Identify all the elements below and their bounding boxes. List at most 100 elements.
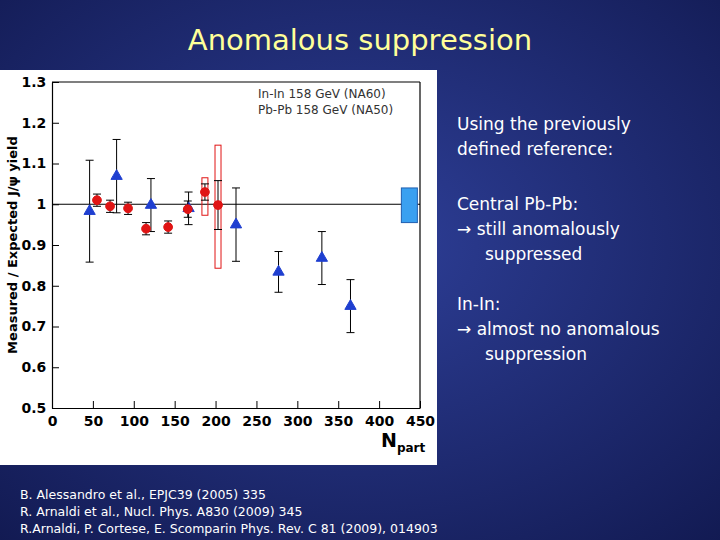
error-bar-cap (93, 194, 101, 195)
error-bar-cap (142, 234, 150, 235)
x-axis-title-main: N (381, 429, 397, 451)
tick: 250 (242, 401, 271, 429)
error-bar (93, 194, 101, 206)
error-bar (142, 223, 150, 235)
tick-mark (216, 401, 217, 408)
tick-mark (52, 164, 59, 165)
error-bar (106, 200, 114, 212)
error-bar-cap (124, 202, 132, 203)
tick-label: 350 (324, 413, 353, 429)
data-point (106, 202, 115, 211)
tick: 0.7 (21, 318, 59, 334)
error-bar-cap (113, 139, 121, 140)
y-axis-title: Measured / Expected J/ψ yield (5, 136, 20, 354)
error-bar (164, 221, 172, 233)
note-line: → almost no anomalous (457, 319, 660, 339)
error-bar-cap (214, 229, 222, 230)
note-heading: In-In: (457, 294, 500, 314)
data-point (230, 218, 241, 228)
y-axis: 0.50.60.70.80.911.11.21.3 (21, 74, 59, 416)
data-point (214, 201, 223, 210)
reference: R.Arnaldi, P. Cortese, E. Scomparin Phys… (20, 521, 438, 536)
error-bar-cap (214, 180, 222, 181)
reference: R. Arnaldi et al., Nucl. Phys. A830 (200… (20, 504, 302, 519)
axis-line (53, 408, 421, 409)
tick-label: 0 (48, 413, 58, 429)
tick-label: 0.9 (21, 237, 46, 253)
tick: 1.2 (21, 115, 59, 131)
note-line: suppression (485, 344, 587, 364)
error-bar (184, 201, 192, 217)
tick-mark (93, 401, 94, 408)
tick-label: 250 (242, 413, 271, 429)
tick: 1.1 (21, 155, 59, 171)
data-point (183, 205, 192, 214)
plot-marks (52, 139, 420, 332)
plot-frame (419, 82, 420, 408)
series-circle (93, 145, 223, 268)
tick-label: 150 (161, 413, 190, 429)
error-bar-cap (185, 192, 193, 193)
tick-mark (52, 408, 59, 409)
note-line: Using the previously (457, 114, 631, 134)
background (0, 0, 720, 540)
slide: Anomalous suppression0501001502002503003… (0, 0, 720, 540)
x-axis-title: Npart (381, 429, 426, 455)
tick-mark (379, 401, 380, 408)
tick: 350 (324, 401, 353, 429)
tick: 300 (283, 401, 312, 429)
tick: 0.6 (21, 359, 59, 375)
error-bar-cap (346, 332, 354, 333)
tick-label: 200 (201, 413, 230, 429)
legend-entry: In-In 158 GeV (NA60) (258, 87, 386, 101)
data-point (345, 300, 356, 310)
error-bar-cap (164, 233, 172, 234)
slide-title: Anomalous suppression (188, 23, 532, 57)
data-point (93, 196, 102, 205)
tick-label: 300 (283, 413, 312, 429)
error-bar-cap (106, 200, 114, 201)
plot-frame (52, 81, 420, 82)
note-line: defined reference: (457, 139, 613, 159)
legend-entry: Pb-Pb 158 GeV (NA50) (258, 103, 393, 117)
error-bar-cap (124, 214, 132, 215)
x-axis: 050100150200250300350400450 (48, 401, 436, 429)
error-bar-cap (185, 224, 193, 225)
chart-panel (0, 70, 437, 465)
tick-label: 0.8 (21, 278, 46, 294)
tick-mark (134, 401, 135, 408)
tick-mark (256, 401, 257, 408)
slide-notes: Using the previously defined reference: Ce… (457, 114, 660, 364)
error-bar-cap (318, 284, 326, 285)
note-heading: Central Pb-Pb: (457, 194, 578, 214)
error-bar (124, 202, 132, 214)
tick-label: 400 (365, 413, 394, 429)
note-line: → still anomalously (457, 219, 620, 239)
data-point (111, 170, 122, 180)
tick-label: 1 (36, 196, 46, 212)
error-bar-cap (86, 262, 94, 263)
tick: 400 (365, 401, 394, 429)
tick: 0.9 (21, 237, 59, 253)
error-bar-cap (232, 261, 240, 262)
tick-mark (52, 367, 59, 368)
tick-label: 450 (406, 413, 435, 429)
error-bar-cap (232, 187, 240, 188)
tick-label: 0.5 (21, 400, 46, 416)
tick: 200 (201, 401, 230, 429)
error-bar-cap (142, 222, 150, 223)
tick: 450 (406, 401, 435, 429)
error-bar (214, 181, 222, 230)
tick: 0.8 (21, 278, 59, 294)
tick-mark (52, 327, 59, 328)
x-axis-title-sub: part (397, 441, 426, 455)
error-bar-cap (201, 183, 209, 184)
tick-mark (175, 401, 176, 408)
data-point (316, 252, 327, 262)
data-point (201, 188, 210, 197)
data-point (124, 204, 133, 213)
error-bar-cap (164, 220, 172, 221)
tick-label: 0.6 (21, 359, 46, 375)
tick-mark (297, 401, 298, 408)
error-bar-cap (275, 292, 283, 293)
